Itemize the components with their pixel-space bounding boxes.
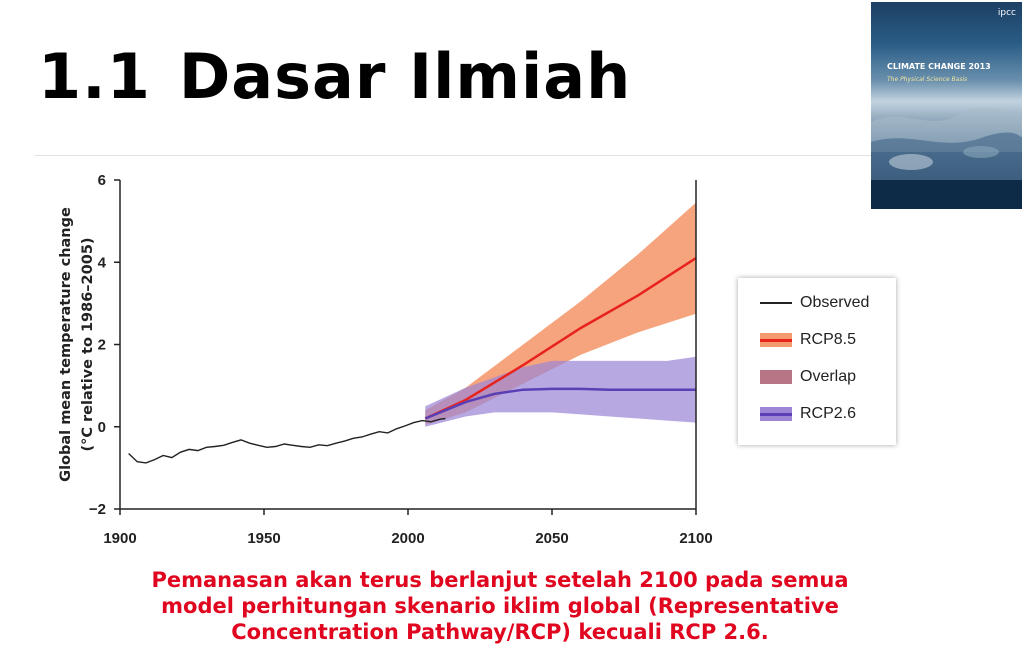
series-lines [128,257,697,464]
slide-title-number: 1.1 [38,40,151,113]
cover-footer-strip [871,180,1022,209]
y-tick-label: 4 [98,254,107,271]
slide-title-text: Dasar Ilmiah [178,40,632,113]
rcp26-series-line [424,387,696,420]
y-tick-label: 0 [98,419,106,436]
legend-swatch-rcp85 [760,333,792,347]
caption-line-3: Concentration Pathway/RCP) kecuali RCP 2… [231,620,769,644]
legend-label-rcp85: RCP8.5 [800,331,857,348]
cover-publisher-logo: ipcc [997,8,1016,18]
y-tick-label: −2 [89,501,106,518]
legend-swatch-rcp26 [760,407,792,421]
ipcc-report-cover-image: ipcc CLIMATE CHANGE 2013 The Physical Sc… [871,2,1022,209]
rcp85-series-line [424,257,697,420]
legend-item-rcp85: RCP8.5 [760,328,856,352]
y-tick-label: 2 [98,337,106,354]
y-axis-label-line1: Global mean temperature change [58,207,74,482]
x-tick-label: 1950 [247,530,280,547]
y-tick-label: 6 [98,172,106,189]
y-axis-label-line2: (°C relative to 1986–2005) [80,237,96,451]
legend-item-rcp26: RCP2.6 [760,402,856,426]
slide-caption: Pemanasan akan terus berlanjut setelah 2… [90,567,910,645]
legend-label-overlap: Overlap [800,368,857,385]
caption-line-1: Pemanasan akan terus berlanjut setelah 2… [151,568,849,592]
chart-legend: Observed RCP8.5 Overlap RCP2.6 [738,278,896,445]
legend-label-observed: Observed [800,294,870,311]
cover-title: CLIMATE CHANGE 2013 [887,62,991,71]
cover-artwork [871,107,1022,180]
legend-item-overlap: Overlap [760,365,856,389]
cover-subtitle: The Physical Science Basis [887,76,968,83]
x-tick-label: 2100 [679,530,712,547]
observed-series-line [128,417,446,464]
x-tick-label: 2050 [535,530,568,547]
legend-swatch-observed [760,302,792,304]
slide-title: 1.1 Dasar Ilmiah [38,40,631,113]
chart-axes: −2 0 2 4 6 1900 1950 2000 2050 2100 [89,172,713,547]
rcp85-uncertainty-band [425,202,696,425]
uncertainty-bands [425,202,696,427]
x-tick-label: 1900 [103,530,136,547]
legend-item-observed: Observed [760,291,869,315]
rcp26-uncertainty-band [425,356,696,427]
title-divider [34,155,1020,156]
legend-swatch-overlap [760,370,792,384]
x-tick-label: 2000 [391,530,424,547]
legend-label-rcp26: RCP2.6 [800,405,857,422]
temperature-projection-chart: −2 0 2 4 6 1900 1950 2000 2050 2100 Global mean t… [58,172,713,547]
caption-line-2: model perhitungan skenario iklim global … [161,594,839,618]
